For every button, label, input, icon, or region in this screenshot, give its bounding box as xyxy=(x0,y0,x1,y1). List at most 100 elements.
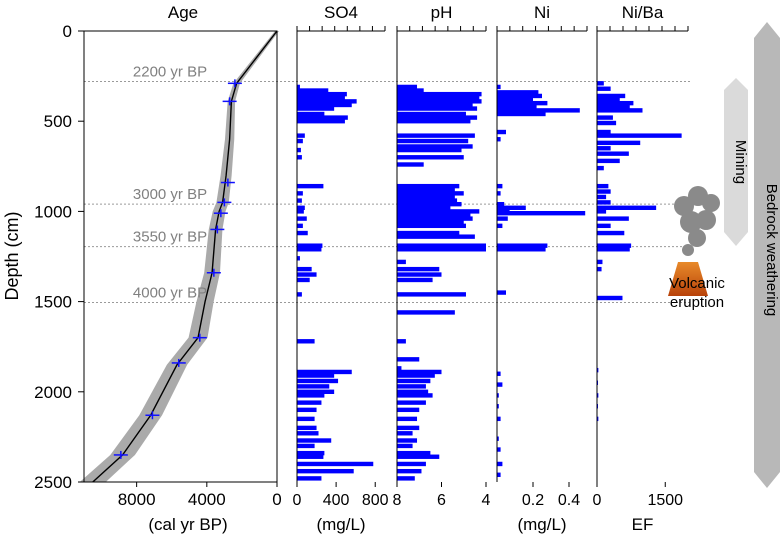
data-bar xyxy=(297,191,303,196)
panel-title: Ni xyxy=(534,3,550,22)
depth-tick-label: 2000 xyxy=(34,383,72,402)
depth-tick-label: 1500 xyxy=(34,293,72,312)
data-bar xyxy=(397,194,455,200)
age-frame xyxy=(83,30,278,483)
data-bar xyxy=(397,119,471,124)
data-bar xyxy=(397,91,482,97)
data-bar xyxy=(397,88,424,93)
data-bar xyxy=(297,119,345,124)
data-bar xyxy=(497,100,548,106)
volcano-icon xyxy=(668,186,720,296)
data-bar xyxy=(297,95,345,100)
data-bar xyxy=(297,133,305,138)
data-bar xyxy=(397,378,431,384)
data-bar xyxy=(597,120,617,126)
data-bar xyxy=(397,373,435,378)
bedrock-weathering-arrow: Bedrock weathering xyxy=(754,22,780,488)
data-bar xyxy=(597,194,607,200)
data-bar xyxy=(497,183,503,189)
data-bar xyxy=(297,431,319,436)
data-bar xyxy=(397,187,455,192)
data-bar xyxy=(597,200,611,205)
data-bar xyxy=(397,95,480,100)
data-bar xyxy=(397,468,422,474)
data-bar xyxy=(597,189,611,194)
bar-panels: 0 400 800 SO4 (mg/L) 8 6 4 pH 0.2 0.4 Ni (mg/L) 0 1500… xyxy=(293,3,689,534)
data-bar xyxy=(597,393,599,398)
data-bar xyxy=(397,438,418,443)
data-bar xyxy=(297,155,302,160)
age-uncertainty-band xyxy=(79,31,279,482)
panel-ph: 8 6 4 pH xyxy=(393,3,491,509)
data-bar xyxy=(397,144,473,149)
data-bar xyxy=(397,201,462,207)
data-bar xyxy=(597,129,611,135)
data-bar xyxy=(297,115,348,120)
data-bar xyxy=(297,88,329,93)
data-bar xyxy=(297,389,335,394)
data-bar xyxy=(397,339,406,344)
volcanic-label-line1: Volcanic xyxy=(669,275,725,292)
data-bar xyxy=(297,272,317,277)
horizon-label: 3000 yr BP xyxy=(133,186,207,203)
data-bar xyxy=(397,212,471,218)
data-bar xyxy=(597,100,634,106)
data-bar xyxy=(597,158,620,164)
data-bar xyxy=(397,272,442,277)
data-bar xyxy=(597,97,620,102)
data-bar xyxy=(397,425,420,431)
data-bar xyxy=(397,461,426,467)
data-bar xyxy=(397,292,466,297)
age-dates xyxy=(113,79,242,459)
panel-x-tick-label: 6 xyxy=(437,492,446,509)
data-bar xyxy=(397,310,455,315)
data-bar xyxy=(397,138,469,144)
depth-tick-label: 1000 xyxy=(34,202,72,221)
data-bar xyxy=(297,198,302,203)
data-bar xyxy=(397,384,426,389)
data-bar xyxy=(397,205,451,210)
data-bar xyxy=(297,369,352,375)
age-x-tick-label: 8000 xyxy=(118,490,156,509)
panel-x-tick-label: 0.4 xyxy=(558,492,580,509)
data-bar xyxy=(297,84,300,90)
depth-tick-label: 500 xyxy=(44,112,72,131)
data-bar xyxy=(397,230,460,236)
data-bar xyxy=(397,220,464,225)
data-bar xyxy=(297,111,325,117)
data-bar xyxy=(397,243,486,248)
age-xlabel: (cal yr BP) xyxy=(148,515,227,534)
data-bar xyxy=(297,102,352,108)
data-bar xyxy=(297,91,347,97)
data-bar xyxy=(397,259,406,265)
data-bar xyxy=(397,162,424,167)
data-bar xyxy=(497,205,526,210)
panel-x-tick-label: 0 xyxy=(293,492,302,509)
data-bar xyxy=(397,191,464,196)
data-bar xyxy=(397,476,415,481)
data-bar xyxy=(597,223,611,229)
mining-arrow-shape xyxy=(724,78,748,246)
data-bar xyxy=(497,404,499,409)
data-bar xyxy=(497,382,503,387)
data-bar xyxy=(597,216,629,221)
data-bar xyxy=(397,115,478,120)
data-bar xyxy=(497,84,501,90)
data-bar xyxy=(497,216,508,221)
data-bar xyxy=(297,277,310,283)
data-bar xyxy=(597,93,626,99)
data-bar xyxy=(297,450,325,456)
data-bar xyxy=(297,230,308,236)
panel-x-tick-label: 400 xyxy=(323,492,350,509)
panel-title: Ni/Ba xyxy=(622,3,664,22)
data-bar xyxy=(497,436,499,441)
bedrock-arrow-shape xyxy=(754,22,780,488)
data-bar xyxy=(397,209,480,214)
data-bar xyxy=(597,295,623,301)
data-bar xyxy=(397,366,402,371)
volcanic-label-line2: eruption xyxy=(670,294,724,311)
data-bar xyxy=(297,425,317,431)
data-bar xyxy=(397,407,420,413)
bedrock-weathering-label: Bedrock weathering xyxy=(763,184,780,317)
